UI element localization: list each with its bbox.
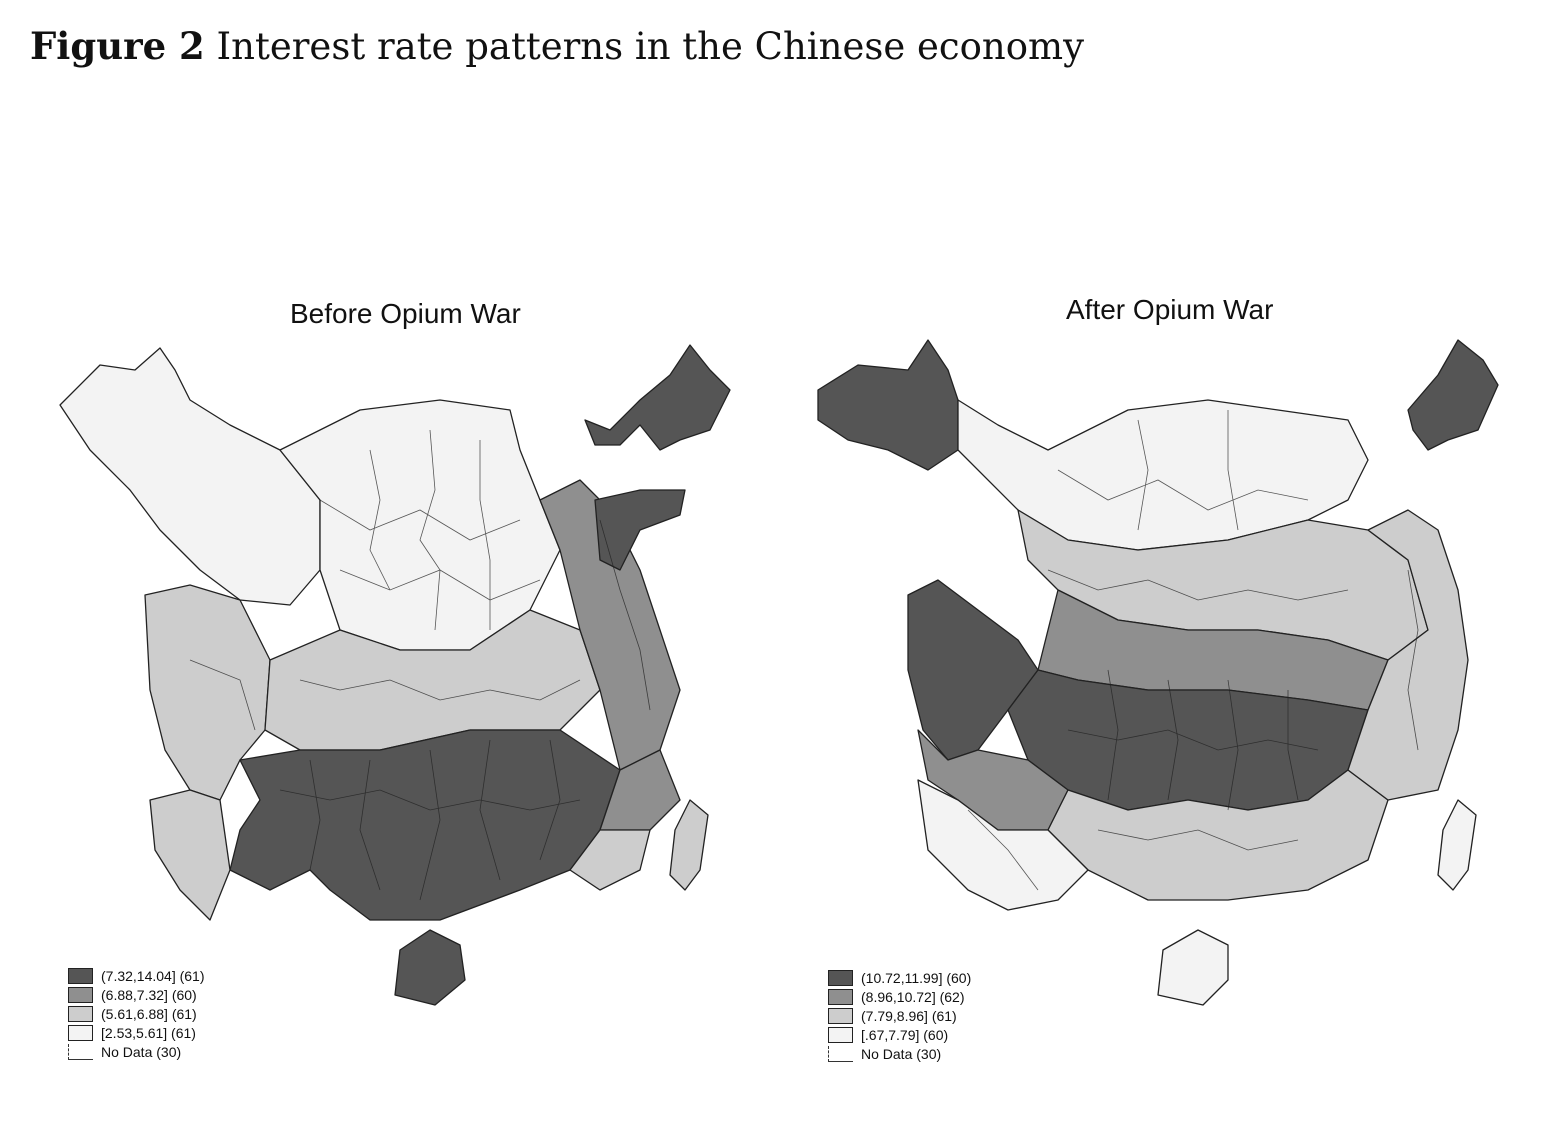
region-taiwan-light (1437, 799, 1477, 891)
region-south-coast-light (569, 829, 651, 891)
region-taiwan-light (669, 799, 709, 891)
legend-swatch (68, 967, 93, 984)
legend-item: (5.61,6.88] (61) (68, 1004, 205, 1023)
figure-caption-text: Interest rate patterns in the Chinese ec… (216, 25, 1084, 68)
legend-label: (7.79,8.96] (61) (861, 1007, 957, 1024)
region-northwest-dark (817, 339, 959, 471)
legend-label: (10.72,11.99] (60) (861, 969, 972, 986)
legend-swatch (68, 1024, 93, 1041)
region-north-central (279, 399, 561, 651)
legend-label: (5.61,6.88] (61) (101, 1005, 197, 1022)
legend-item: No Data (30) (828, 1044, 971, 1063)
region-south-dark (229, 729, 621, 921)
map-before-opium-war (59, 344, 731, 1006)
region-south-grey (1047, 769, 1389, 901)
legend-label: [.67,7.79] (60) (861, 1026, 949, 1043)
region-manchuria-dark (584, 344, 731, 451)
legend-swatch (828, 969, 853, 986)
legend-swatch (68, 1005, 93, 1022)
legend-item: [2.53,5.61] (61) (68, 1023, 205, 1042)
legend-item: (10.72,11.99] (60) (828, 968, 971, 987)
legend-item: [.67,7.79] (60) (828, 1025, 971, 1044)
region-northwest (59, 347, 321, 606)
legend-swatch (828, 1007, 853, 1024)
figure-label: Figure 2 (30, 24, 205, 68)
map-title-before: Before Opium War (290, 298, 521, 329)
legend-label: No Data (30) (101, 1043, 182, 1060)
legend-swatch (68, 1043, 93, 1060)
legend-label: (6.88,7.32] (60) (101, 986, 197, 1003)
legend-item: (7.79,8.96] (61) (828, 1006, 971, 1025)
figure-caption: Figure 2 Interest rate patterns in the C… (30, 24, 1084, 68)
map-after-opium-war (817, 339, 1499, 1006)
legend-item: (6.88,7.32] (60) (68, 985, 205, 1004)
legend-label: [2.53,5.61] (61) (101, 1024, 196, 1041)
region-yunnan-grey (149, 789, 231, 921)
legend-swatch (828, 1045, 853, 1062)
region-shandong-dark (594, 489, 686, 571)
legend-item: No Data (30) (68, 1042, 205, 1061)
legend-label: (8.96,10.72] (62) (861, 988, 965, 1005)
legend-swatch (68, 986, 93, 1003)
legend-after: (10.72,11.99] (60) (8.96,10.72] (62) (7.… (828, 968, 971, 1063)
legend-label: No Data (30) (861, 1045, 942, 1062)
region-east-coast-grey (1347, 509, 1469, 801)
legend-item: (8.96,10.72] (62) (828, 987, 971, 1006)
region-hainan-light (1157, 929, 1229, 1006)
legend-swatch (828, 1026, 853, 1043)
legend-before: (7.32,14.04] (61) (6.88,7.32] (60) (5.61… (68, 966, 205, 1061)
region-south-medium (599, 749, 681, 831)
legend-item: (7.32,14.04] (61) (68, 966, 205, 985)
region-hainan-dark (394, 929, 466, 1006)
map-title-after: After Opium War (1066, 294, 1274, 325)
region-manchuria-dark (1407, 339, 1499, 451)
legend-label: (7.32,14.04] (61) (101, 967, 205, 984)
legend-swatch (828, 988, 853, 1005)
